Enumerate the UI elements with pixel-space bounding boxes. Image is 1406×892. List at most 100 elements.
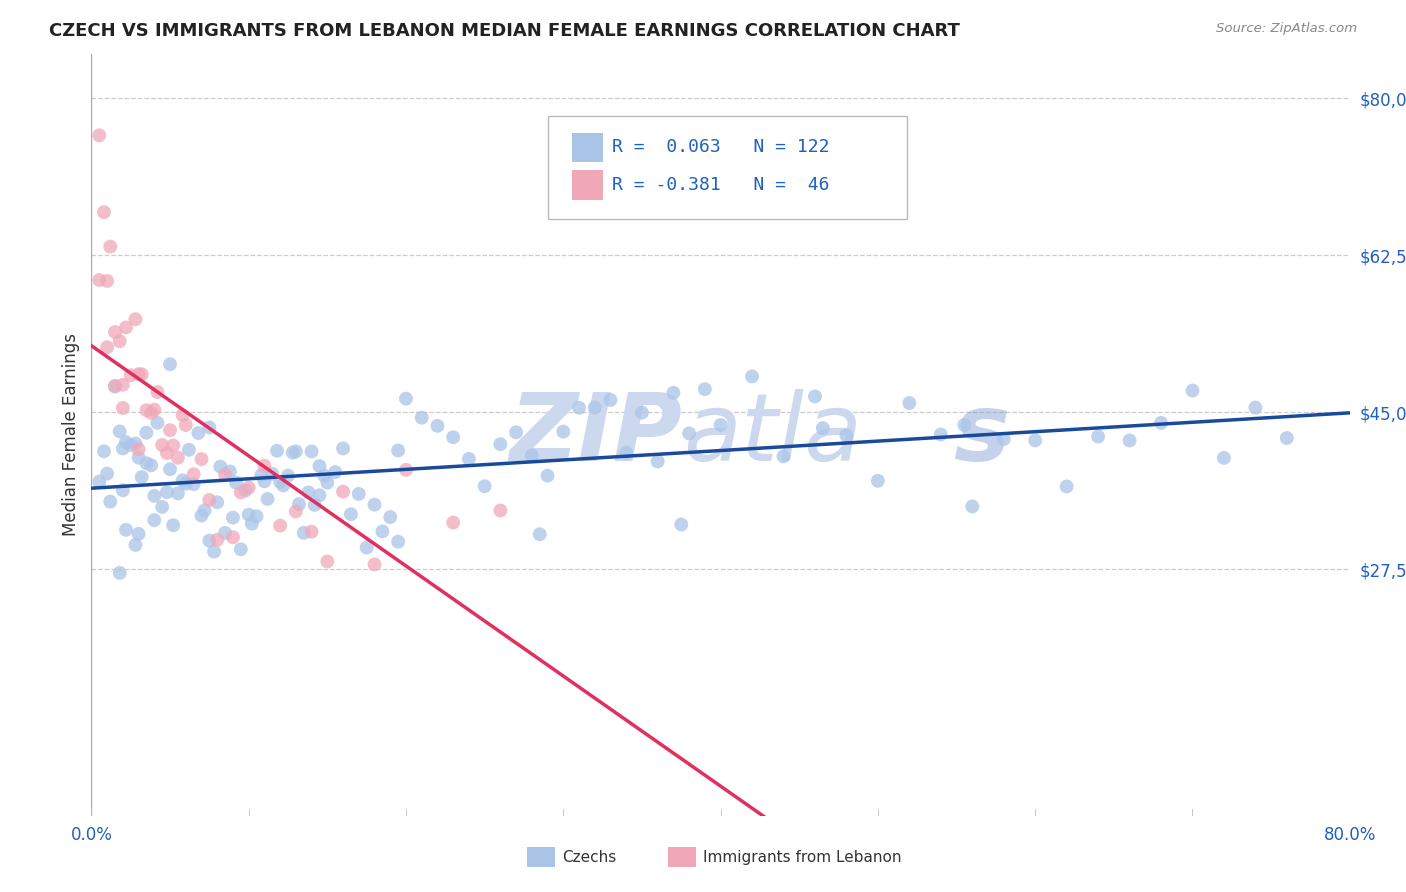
Point [647,454,669,468]
Point [124,538,146,552]
Point [150,500,173,514]
Point [115,523,138,537]
Point [214,525,236,540]
Point [269,518,291,533]
Text: CZECH VS IMMIGRANTS FROM LEBANON MEDIAN FEMALE EARNINGS CORRELATION CHART: CZECH VS IMMIGRANTS FROM LEBANON MEDIAN … [49,22,960,40]
Point [1212,450,1236,465]
Point [1181,384,1204,398]
Point [111,401,134,415]
Point [146,416,169,430]
Point [146,385,169,400]
Text: Immigrants from Lebanon: Immigrants from Lebanon [703,850,901,864]
Point [380,510,402,524]
Point [253,458,276,473]
Point [441,430,464,444]
Point [131,470,153,484]
Point [308,488,330,502]
Point [225,475,247,490]
Point [172,408,194,422]
Point [156,446,179,460]
Point [308,459,330,474]
Point [124,312,146,326]
Point [395,463,418,477]
Point [111,377,134,392]
Text: atla: atla [683,389,862,481]
Point [198,533,221,548]
Text: R = -0.381   N =  46: R = -0.381 N = 46 [612,176,830,194]
Point [457,451,479,466]
Point [190,508,212,523]
Point [269,475,291,489]
Point [662,385,685,400]
Point [98,239,121,253]
Point [96,467,118,481]
Point [304,498,326,512]
Point [198,420,221,434]
Point [277,468,299,483]
Point [194,503,217,517]
Point [1275,431,1298,445]
Point [141,458,163,473]
Point [174,418,197,433]
Point [240,516,263,531]
Point [159,423,181,437]
Point [489,503,512,517]
Text: Czechs: Czechs [562,850,617,864]
Point [229,485,252,500]
Point [316,475,339,490]
Point [811,421,834,435]
Point [387,534,409,549]
Point [1056,479,1078,493]
Point [953,417,976,432]
Point [520,449,543,463]
Point [205,495,228,509]
Point [835,428,858,442]
Point [281,445,304,459]
Y-axis label: Median Female Earnings: Median Female Earnings [62,334,80,536]
Point [505,425,527,440]
Point [187,425,209,440]
Point [441,516,464,530]
Point [238,481,260,495]
Point [678,426,700,441]
Point [108,425,131,439]
Point [245,509,267,524]
Text: ZIP: ZIP [510,389,683,481]
Point [599,392,621,407]
Point [772,450,794,464]
Point [297,485,319,500]
Point [256,491,278,506]
Point [128,442,150,457]
Point [141,406,163,420]
Point [288,497,311,511]
Point [347,487,370,501]
Point [128,367,150,381]
Point [631,406,654,420]
Point [536,468,558,483]
Point [426,418,449,433]
Point [250,468,273,483]
Point [356,541,378,555]
Point [332,442,354,456]
Point [222,530,245,544]
Point [167,450,190,465]
Point [202,544,225,558]
Point [104,379,127,393]
Point [693,382,716,396]
Point [301,444,323,458]
Point [474,479,496,493]
Point [238,508,260,522]
Point [183,467,205,482]
Point [156,485,179,500]
Point [1150,416,1173,430]
Point [128,450,150,465]
Point [159,462,181,476]
Point [218,465,240,479]
Point [205,533,228,547]
Text: Source: ZipAtlas.com: Source: ZipAtlas.com [1216,22,1357,36]
Point [89,475,111,489]
Point [395,392,418,406]
Point [1244,401,1267,415]
Point [93,444,115,458]
Point [150,438,173,452]
